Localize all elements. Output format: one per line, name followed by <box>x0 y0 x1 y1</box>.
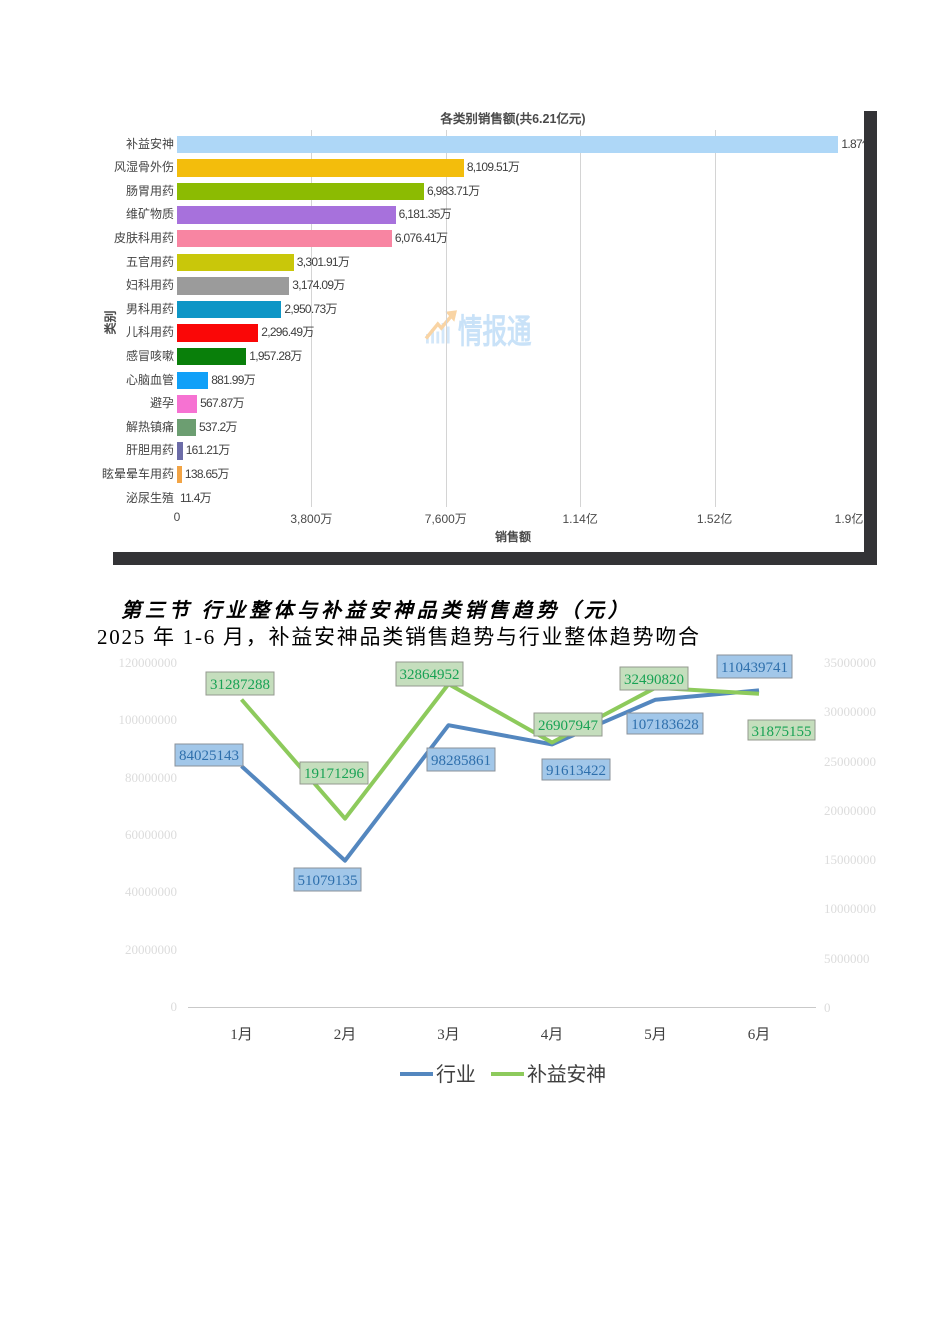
svg-text:107183628: 107183628 <box>631 717 699 733</box>
svg-text:行业: 行业 <box>436 1063 475 1086</box>
svg-text:80000000: 80000000 <box>125 770 177 785</box>
svg-text:0: 0 <box>824 1000 831 1015</box>
svg-text:2月: 2月 <box>334 1027 357 1043</box>
svg-text:19171296: 19171296 <box>304 766 365 782</box>
svg-text:26907947: 26907947 <box>538 718 599 734</box>
svg-text:5月: 5月 <box>644 1027 667 1043</box>
svg-text:补益安神: 补益安神 <box>527 1063 606 1086</box>
svg-text:31287288: 31287288 <box>210 677 270 693</box>
svg-text:情报通: 情报通 <box>458 313 532 351</box>
svg-text:25000000: 25000000 <box>824 754 876 769</box>
svg-text:60000000: 60000000 <box>125 827 177 842</box>
svg-text:91613422: 91613422 <box>546 763 606 779</box>
svg-text:32864952: 32864952 <box>400 667 460 683</box>
svg-text:40000000: 40000000 <box>125 884 177 899</box>
svg-text:35000000: 35000000 <box>824 655 876 670</box>
svg-text:3月: 3月 <box>437 1027 460 1043</box>
svg-text:51079135: 51079135 <box>298 873 358 889</box>
svg-text:15000000: 15000000 <box>824 852 876 867</box>
svg-text:4月: 4月 <box>541 1027 564 1043</box>
svg-text:10000000: 10000000 <box>824 901 876 916</box>
svg-text:20000000: 20000000 <box>824 803 876 818</box>
svg-text:98285861: 98285861 <box>431 753 491 769</box>
svg-text:6月: 6月 <box>748 1027 771 1043</box>
svg-text:5000000: 5000000 <box>824 951 870 966</box>
svg-text:120000000: 120000000 <box>119 655 178 670</box>
svg-text:110439741: 110439741 <box>721 660 788 676</box>
svg-text:100000000: 100000000 <box>119 712 178 727</box>
svg-text:31875155: 31875155 <box>752 724 812 740</box>
svg-text:1月: 1月 <box>230 1027 253 1043</box>
svg-text:84025143: 84025143 <box>179 748 239 764</box>
svg-text:30000000: 30000000 <box>824 704 876 719</box>
svg-text:32490820: 32490820 <box>624 672 684 688</box>
svg-text:20000000: 20000000 <box>125 942 177 957</box>
svg-text:0: 0 <box>171 999 178 1014</box>
